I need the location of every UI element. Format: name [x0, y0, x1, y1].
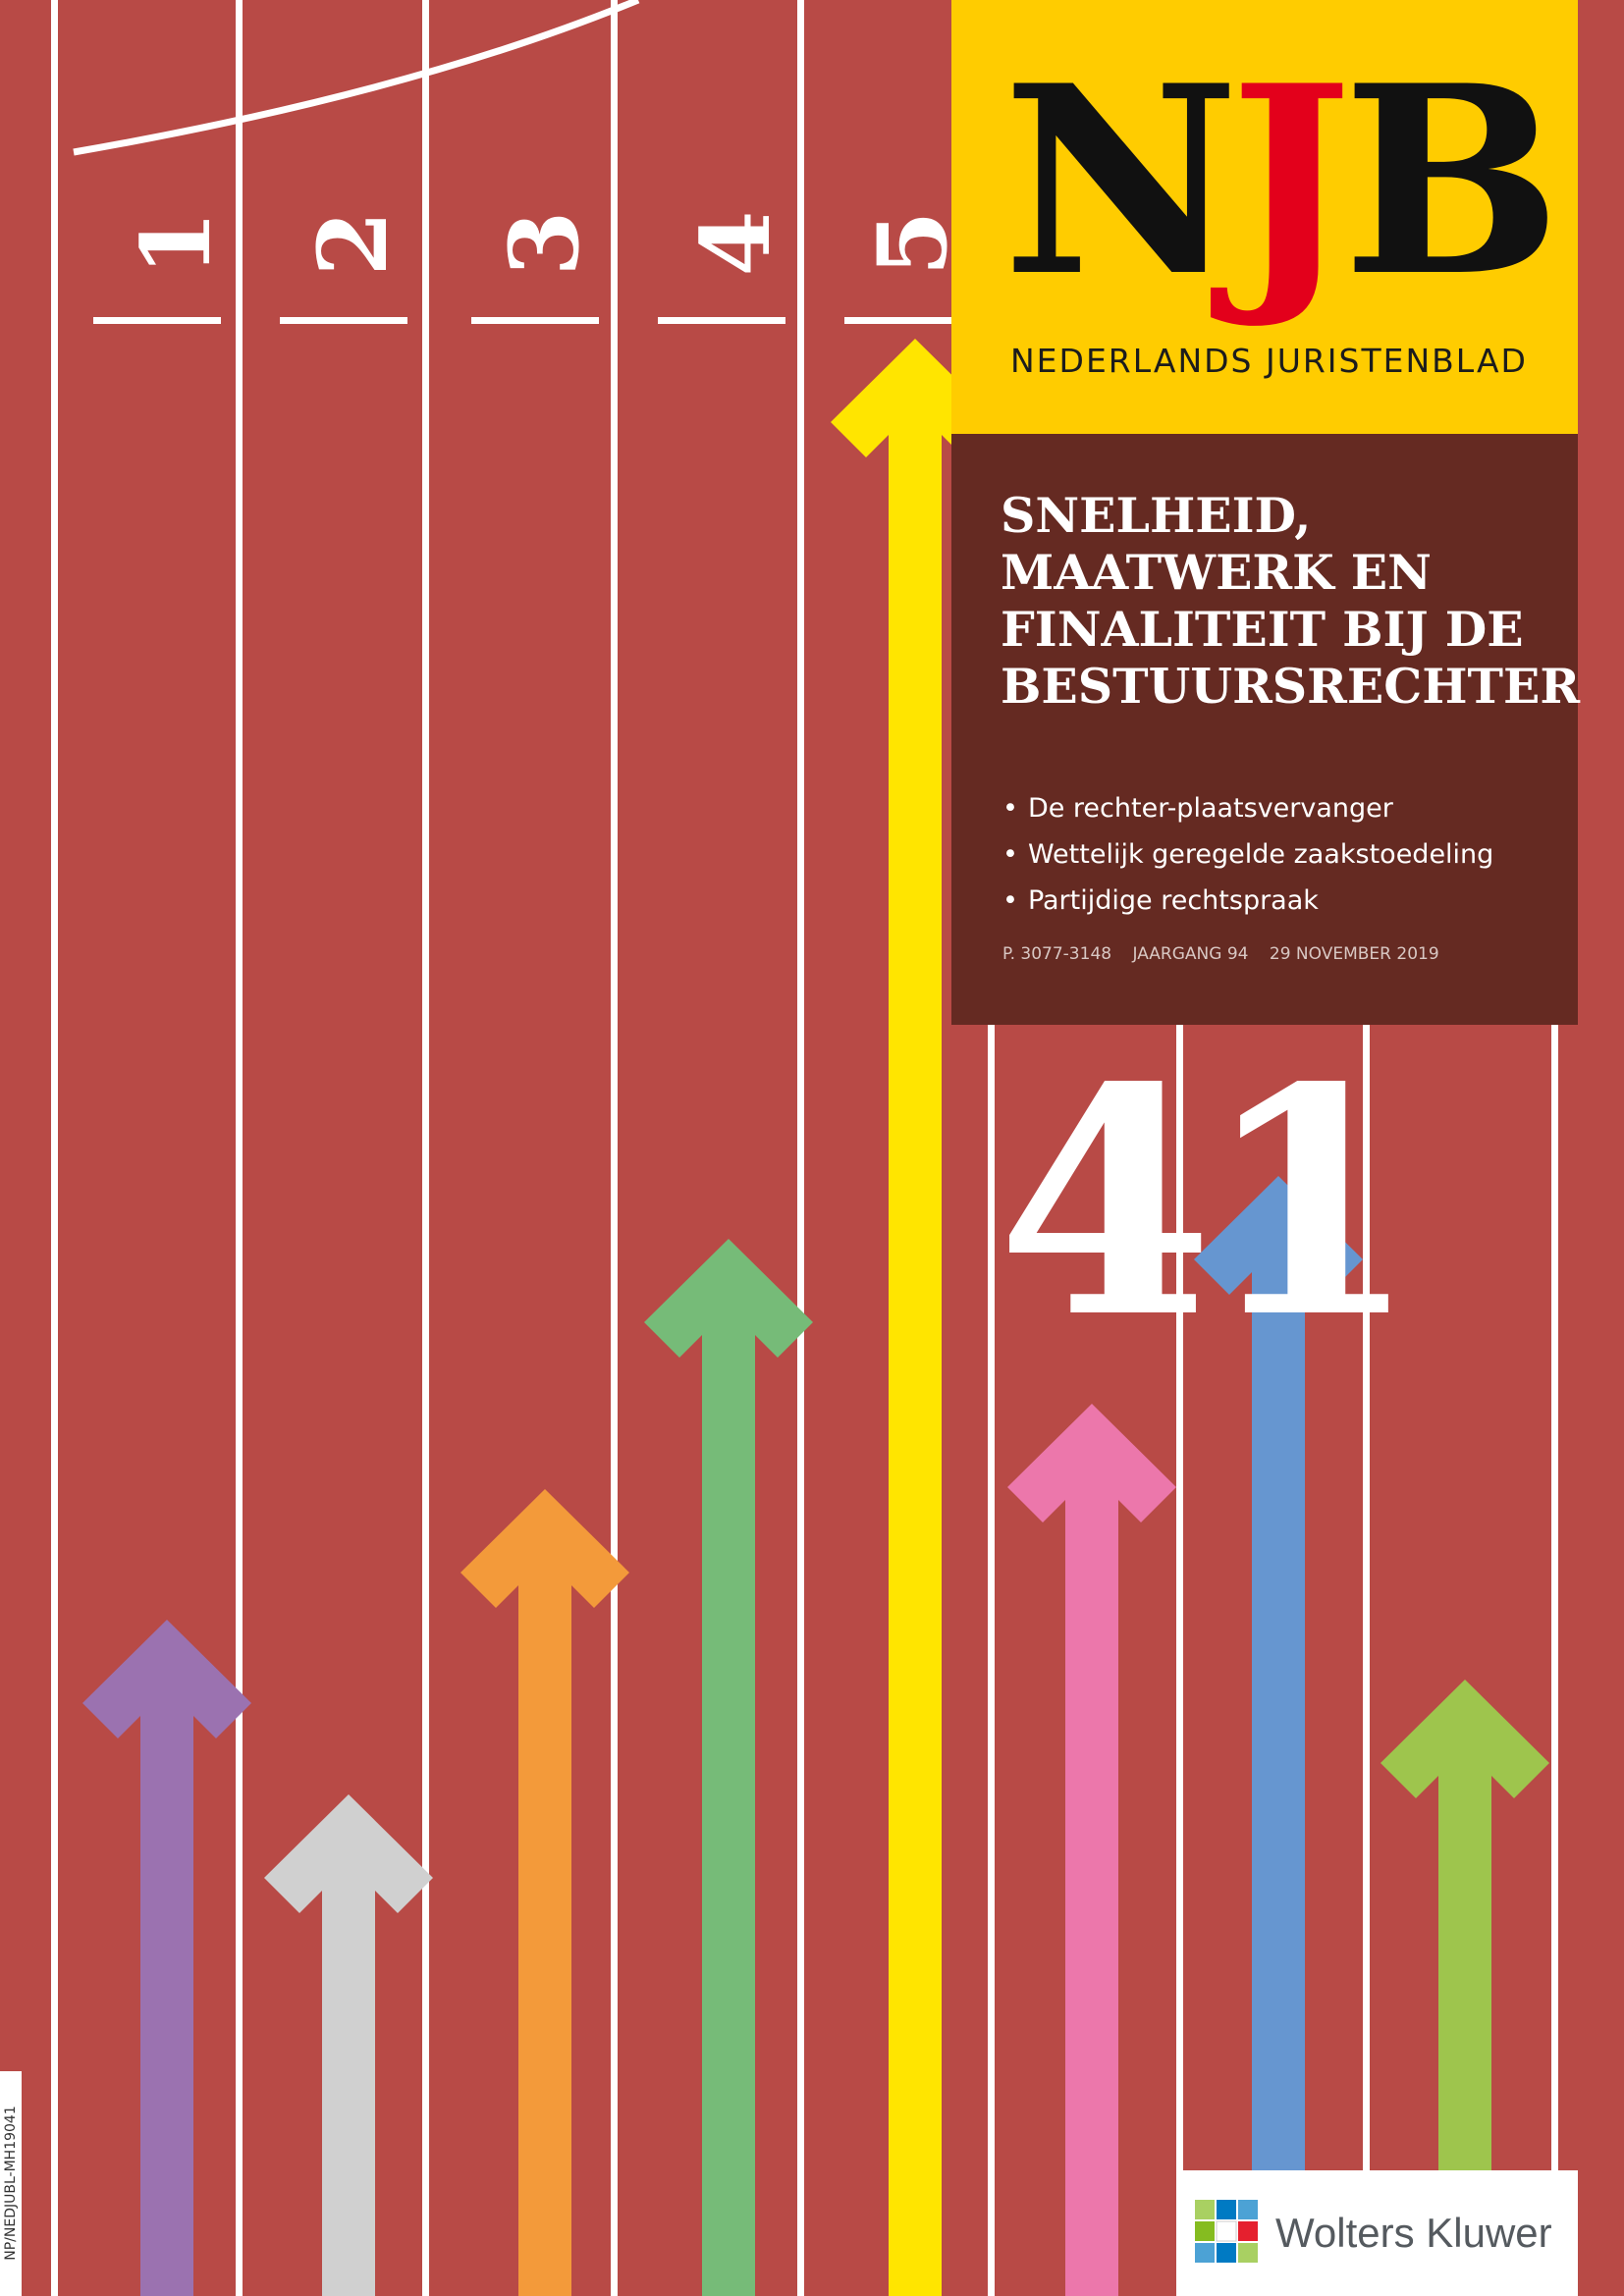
lane-line-4 — [611, 0, 618, 2296]
topic-list: De rechter-plaatsvervanger Wettelijk ger… — [1002, 785, 1493, 924]
wolters-kluwer-logo-icon — [1195, 2200, 1258, 2263]
side-code: NP/NEDJUBL-MH19041 — [3, 2106, 19, 2261]
arrow-8 — [1380, 1680, 1549, 2296]
arrow-6 — [1007, 1404, 1176, 2296]
headline-panel: SNELHEID, MAATWERK EN FINALITEIT BIJ DE … — [951, 434, 1581, 1025]
logo-letter-b: B — [1342, 29, 1561, 334]
publisher-name: Wolters Kluwer — [1275, 2210, 1552, 2256]
headline-line: SNELHEID, — [1001, 487, 1312, 544]
lane-number-5: 5 — [857, 210, 968, 277]
curved-start-line — [73, 0, 640, 156]
issue-number: 41 — [997, 1019, 1420, 1386]
tick-5 — [844, 317, 972, 324]
lane-number-3: 3 — [489, 210, 600, 277]
page-range: P. 3077-3148 — [1002, 944, 1112, 964]
magazine-subtitle: NEDERLANDS JURISTENBLAD — [1010, 342, 1528, 380]
lane-number-4: 4 — [680, 210, 791, 277]
lane-line-3 — [422, 0, 429, 2296]
headline-line: MAATWERK EN — [1001, 544, 1432, 601]
topic-item: Wettelijk geregelde zaakstoedeling — [1002, 831, 1493, 878]
tick-4 — [658, 317, 785, 324]
topic-item: Partijdige rechtspraak — [1002, 878, 1493, 924]
lane-line-5 — [797, 0, 804, 2296]
lane-number-2: 2 — [298, 210, 408, 277]
tick-2 — [280, 317, 407, 324]
topic-item: De rechter-plaatsvervanger — [1002, 785, 1493, 831]
lane-number-1: 1 — [121, 210, 232, 277]
headline-line: BESTUURSRECHTER — [1001, 658, 1581, 715]
arrow-3 — [460, 1489, 629, 2296]
issue-date: 29 NOVEMBER 2019 — [1269, 944, 1439, 964]
lane-line-8 — [1363, 0, 1370, 2296]
njb-logo: NJB — [1002, 39, 1561, 324]
arrow-4 — [644, 1239, 813, 2296]
volume: JAARGANG 94 — [1132, 944, 1249, 964]
lane-lines — [51, 0, 1574, 2296]
masthead: NJB NEDERLANDS JURISTENBLAD — [951, 0, 1578, 434]
arrow-5 — [831, 339, 1000, 2296]
lane-line-7 — [1176, 0, 1183, 2296]
logo-letter-j: J — [1229, 29, 1352, 334]
issue-meta: P. 3077-3148 JAARGANG 94 29 NOVEMBER 201… — [1002, 944, 1455, 964]
arrows — [82, 339, 1549, 2296]
lane-line-1 — [51, 0, 58, 2296]
logo-wordmark: NJB — [1002, 39, 1561, 324]
headline-line: FINALITEIT BIJ DE — [1001, 601, 1524, 658]
logo-letter-n: N — [1002, 29, 1239, 334]
tick-1 — [93, 317, 221, 324]
lane-line-9 — [1551, 0, 1558, 2296]
lane-line-2 — [236, 0, 243, 2296]
arrow-2 — [264, 1794, 433, 2296]
publisher-logo: Wolters Kluwer — [1177, 2170, 1578, 2296]
lane-line-6 — [988, 0, 995, 2296]
arrow-1 — [82, 1620, 251, 2296]
tick-3 — [471, 317, 599, 324]
arrow-7 — [1194, 1176, 1363, 2296]
lane-number-ticks — [93, 317, 972, 324]
side-code-strip: NP/NEDJUBL-MH19041 — [0, 2071, 22, 2296]
cover-headline: SNELHEID, MAATWERK EN FINALITEIT BIJ DE … — [1001, 487, 1581, 715]
